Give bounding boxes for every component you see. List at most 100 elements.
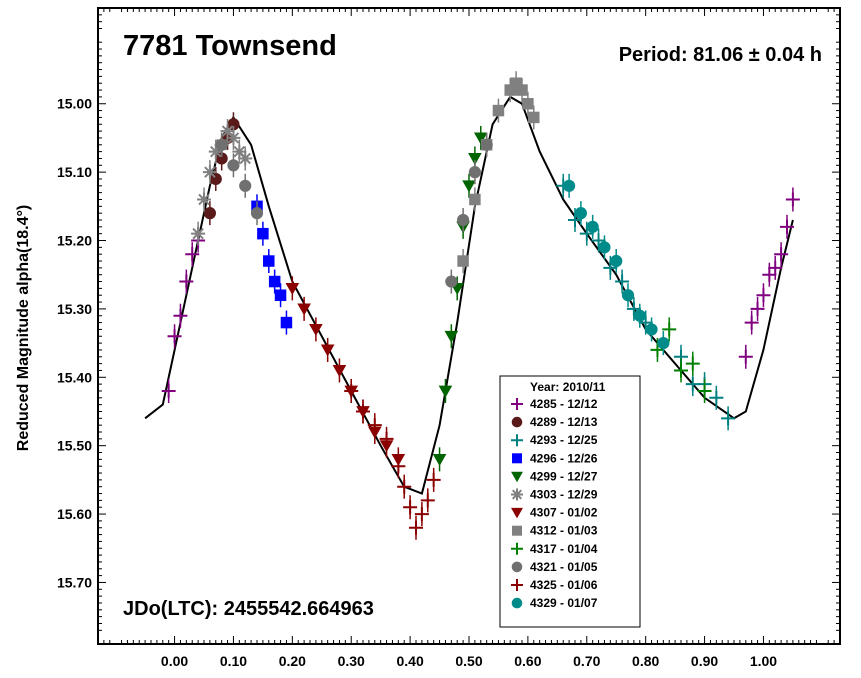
data-point xyxy=(756,288,771,303)
data-point xyxy=(638,315,653,330)
y-tick-label: 15.20 xyxy=(57,233,92,249)
data-point xyxy=(522,97,534,110)
legend-marker xyxy=(512,453,522,464)
data-point xyxy=(179,274,194,289)
x-tick-label: 0.90 xyxy=(691,653,718,669)
legend-marker xyxy=(511,507,523,519)
data-point xyxy=(202,165,217,180)
legend-marker xyxy=(512,525,522,536)
data-point xyxy=(344,383,359,398)
legend-label: 4325 - 01/06 xyxy=(530,578,598,592)
legend-label: 4307 - 01/02 xyxy=(530,506,598,520)
data-point xyxy=(574,207,587,220)
data-point xyxy=(274,289,287,301)
data-point xyxy=(367,418,382,433)
data-point xyxy=(438,385,453,398)
data-point xyxy=(379,431,394,446)
y-tick-label: 15.00 xyxy=(57,96,92,112)
plot-frame xyxy=(97,7,841,645)
data-point xyxy=(462,180,476,193)
data-point xyxy=(785,192,800,207)
data-point xyxy=(480,138,493,151)
legend-label: 4293 - 12/25 xyxy=(530,433,598,447)
data-point xyxy=(598,241,611,254)
chart-title: 7781 Townsend xyxy=(123,30,337,62)
data-point xyxy=(657,336,670,350)
data-point xyxy=(685,356,700,371)
legend-title: Year: 2010/11 xyxy=(530,380,606,394)
data-point xyxy=(750,301,765,316)
data-point xyxy=(615,274,630,289)
data-point xyxy=(528,111,540,124)
data-point xyxy=(280,316,293,329)
x-tick-label: 0.20 xyxy=(279,653,306,669)
data-point xyxy=(563,179,576,192)
data-point xyxy=(232,144,247,159)
data-point xyxy=(203,207,216,220)
data-point xyxy=(744,315,759,330)
data-point xyxy=(191,226,206,241)
tick-layer: 0.00 0.10 0.20 0.30 0.40 0.50 0.60 0.70 0.80 0.90… xyxy=(57,8,840,669)
data-point xyxy=(586,220,599,233)
series-10 xyxy=(344,378,441,540)
y-tick-label: 15.70 xyxy=(57,574,92,590)
data-point xyxy=(173,308,188,323)
data-point xyxy=(516,84,528,96)
y-axis-label: Reduced Magnitude alpha(18.4°) xyxy=(15,205,32,451)
y-tick-label: 15.10 xyxy=(57,164,92,180)
data-point xyxy=(332,365,347,378)
legend-label: 4289 - 12/13 xyxy=(530,415,598,429)
legend-label: 4285 - 12/12 xyxy=(530,397,598,411)
data-point xyxy=(226,130,241,145)
data-point xyxy=(709,390,724,405)
data-point xyxy=(492,104,505,117)
x-tick-label: 0.70 xyxy=(573,653,600,669)
x-tick-label: 0.40 xyxy=(396,653,423,669)
y-tick-label: 15.30 xyxy=(57,301,92,317)
data-point xyxy=(420,493,435,508)
data-point xyxy=(633,309,646,322)
x-tick-label: 0.60 xyxy=(514,653,541,669)
legend-label: 4321 - 01/05 xyxy=(530,560,598,574)
data-point xyxy=(662,322,677,337)
data-point xyxy=(185,247,200,262)
series-8 xyxy=(650,317,712,403)
data-point xyxy=(457,255,469,267)
legend-marker xyxy=(511,398,523,410)
data-point xyxy=(468,166,481,179)
x-tick-label: 0.50 xyxy=(455,653,482,669)
data-point xyxy=(220,124,235,139)
data-point xyxy=(626,301,641,316)
y-tick-label: 15.50 xyxy=(57,438,92,454)
data-point xyxy=(469,193,481,206)
legend-box xyxy=(499,375,641,628)
legend-marker xyxy=(511,561,523,573)
data-point xyxy=(285,282,300,296)
data-point xyxy=(238,151,253,166)
data-point xyxy=(685,377,700,392)
data-point xyxy=(239,179,252,192)
data-point xyxy=(738,349,753,364)
legend-marker xyxy=(511,597,523,609)
legend-marker xyxy=(511,542,523,555)
data-point xyxy=(774,247,789,262)
data-point xyxy=(391,459,406,474)
legend: Year: 2010/11 4285 - 12/12 4289 - 12/13 42… xyxy=(499,375,641,628)
data-point xyxy=(414,507,429,522)
data-point xyxy=(297,303,311,316)
y-tick-label: 15.40 xyxy=(57,369,92,385)
x-tick-label: 0.00 xyxy=(161,653,188,669)
data-point xyxy=(621,289,635,302)
series-11 xyxy=(563,173,670,356)
data-point xyxy=(167,329,182,344)
data-point xyxy=(768,260,783,275)
y-tick-label: 15.60 xyxy=(57,506,92,522)
data-point xyxy=(591,233,606,248)
legend-marker xyxy=(511,434,523,447)
data-point xyxy=(356,404,370,419)
legend-marker xyxy=(511,416,523,428)
data-point xyxy=(457,213,470,227)
data-point xyxy=(250,207,264,220)
